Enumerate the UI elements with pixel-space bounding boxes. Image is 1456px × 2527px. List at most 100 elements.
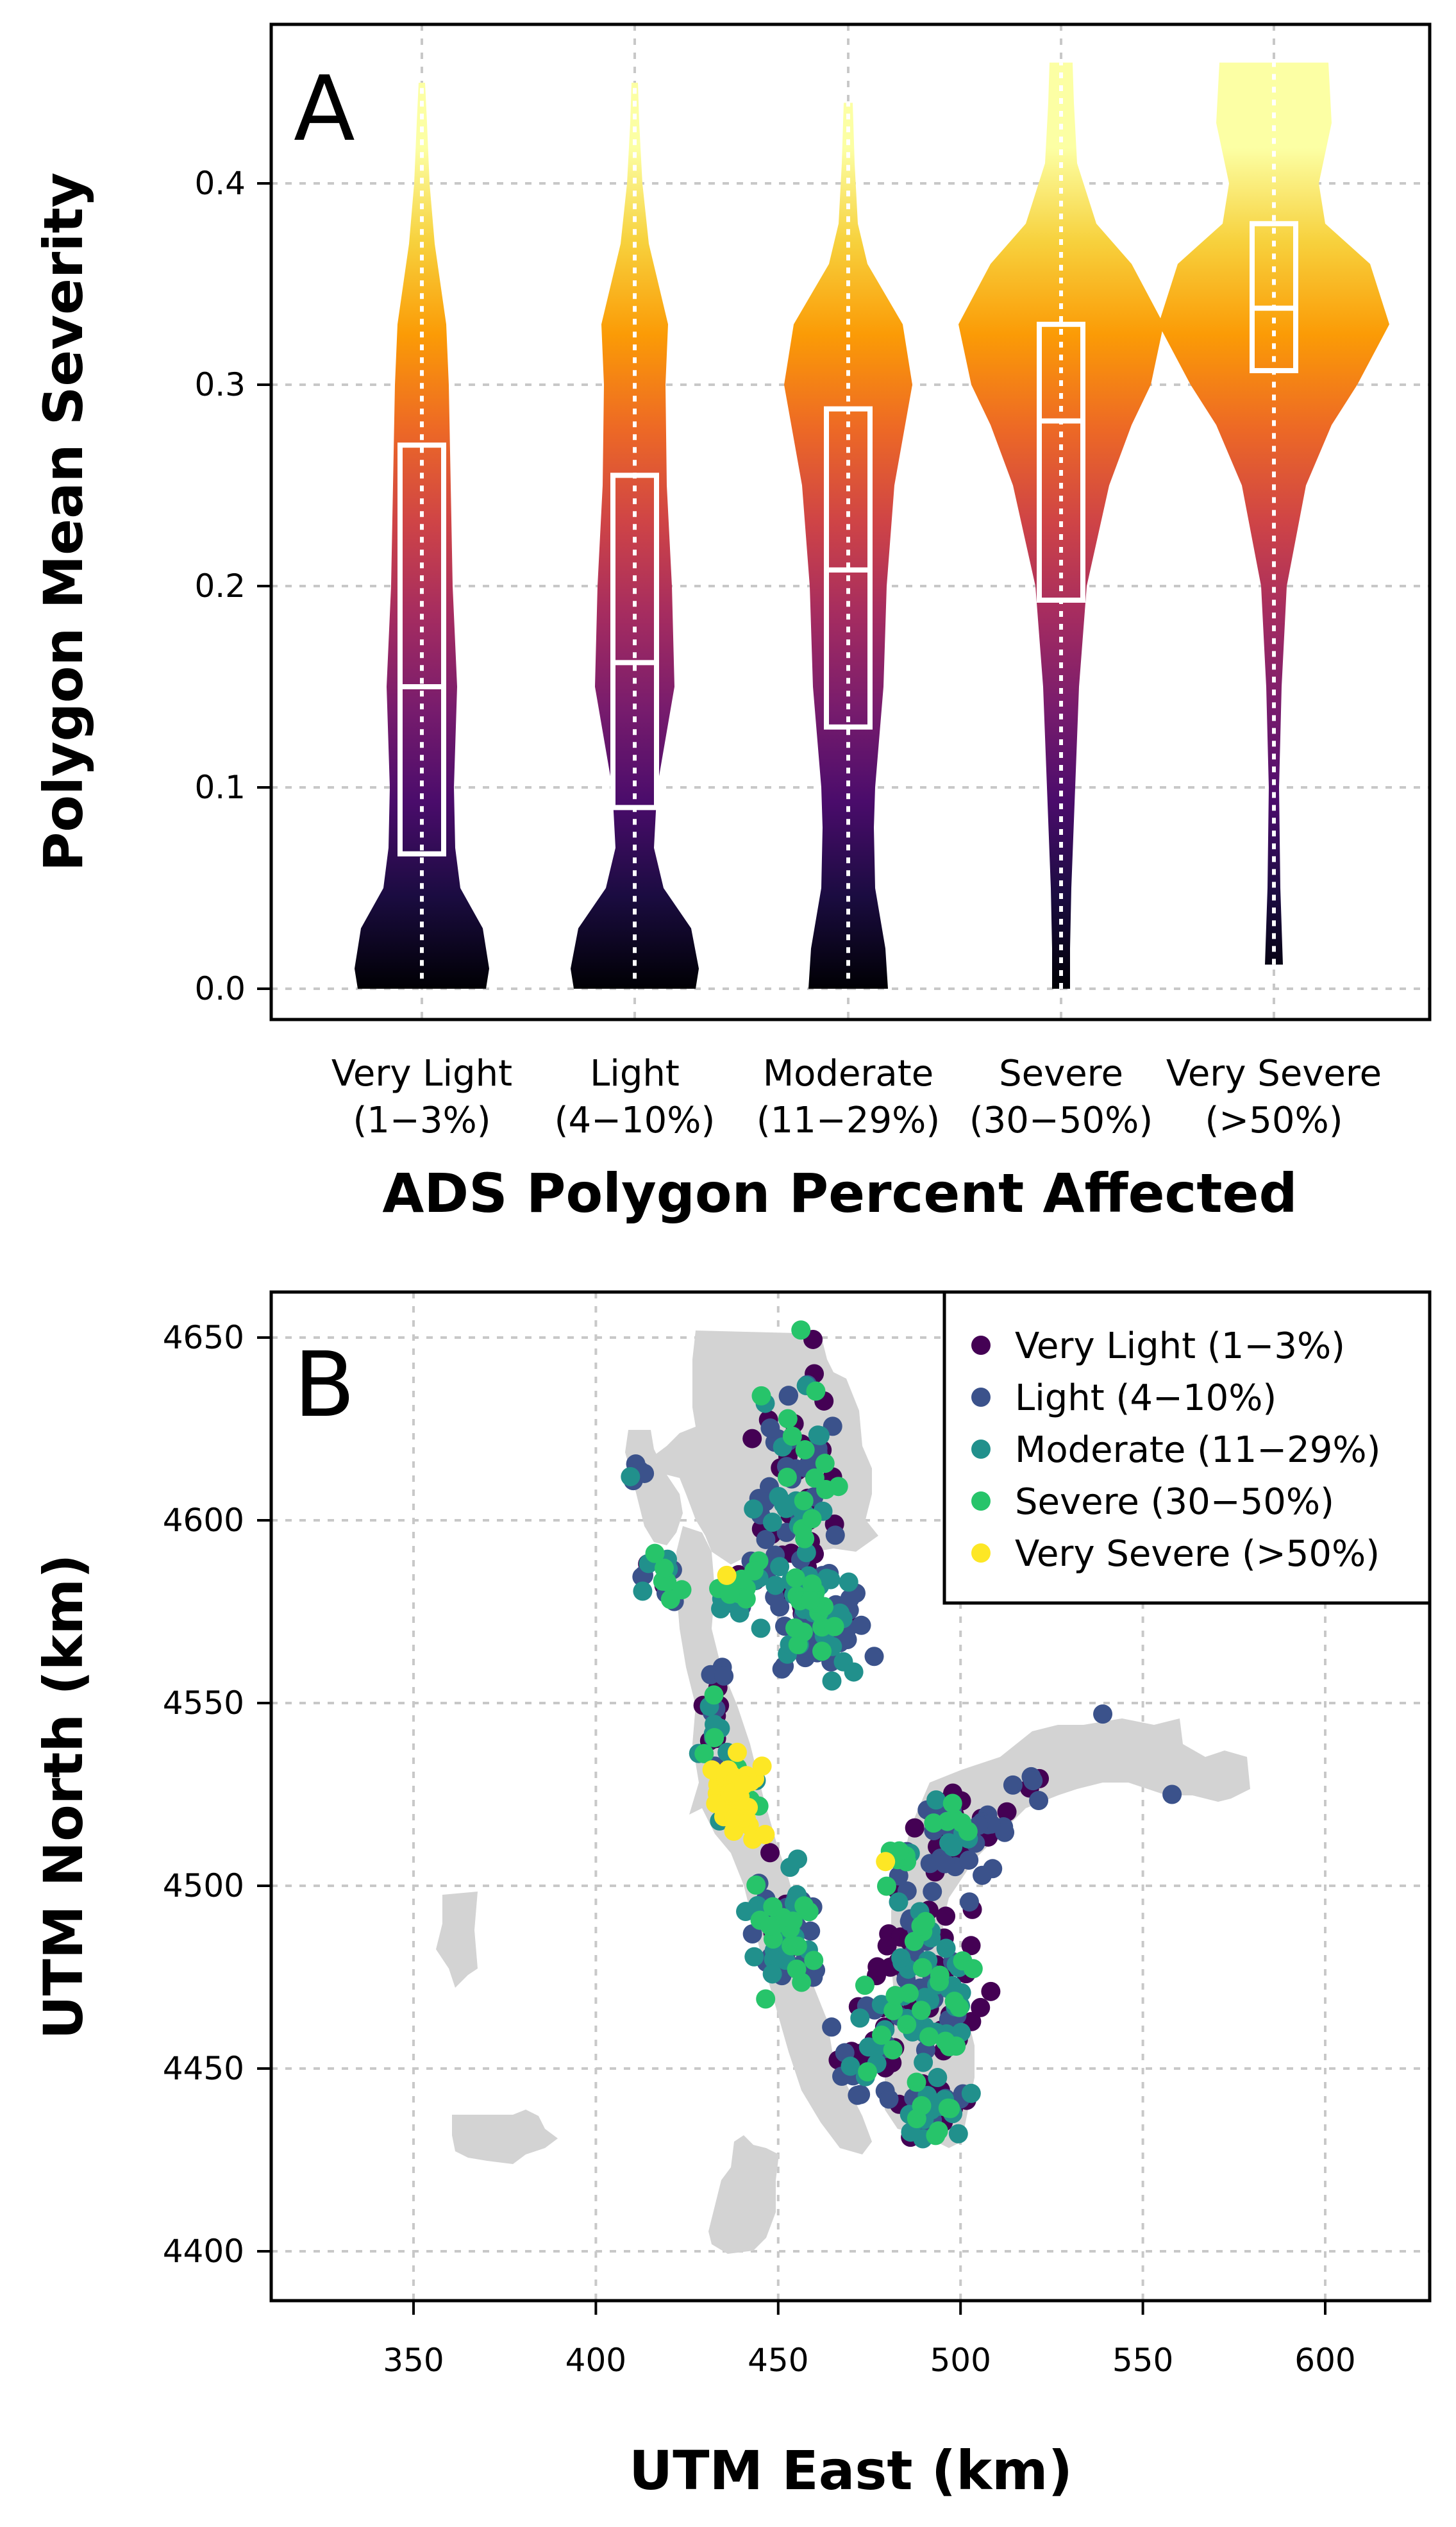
scatter-point — [711, 1599, 731, 1618]
legend-label: Moderate (11−29%) — [1015, 1429, 1380, 1471]
panel-a-y-tick-label: 0.2 — [194, 567, 246, 605]
scatter-point — [943, 1837, 963, 1857]
scatter-point — [705, 1715, 724, 1734]
scatter-point — [828, 1477, 848, 1497]
panel-b-y-axis-title: UTM North (km) — [32, 1554, 95, 2039]
scatter-point — [791, 1320, 811, 1340]
panel-a-label: A — [294, 57, 355, 162]
scatter-point — [645, 1543, 665, 1563]
scatter-point — [778, 1409, 798, 1429]
scatter-point — [981, 1981, 1001, 2001]
scatter-point — [928, 2068, 948, 2088]
category-name: Light — [590, 1053, 680, 1095]
legend-swatch — [971, 1336, 991, 1355]
scatter-point — [963, 1959, 983, 1979]
scatter-point — [802, 1574, 822, 1594]
scatter-point — [766, 1575, 785, 1595]
scatter-point — [795, 1440, 815, 1460]
scatter-point — [907, 2109, 926, 2129]
scatter-point — [742, 1429, 762, 1448]
scatter-point — [770, 1597, 790, 1617]
panel-a-violin-chart: 0.0 0.1 0.2 0.3 0.4 A Very Light (1−3%) Light (… — [32, 22, 1432, 1225]
panel-a-x-categories: Very Light (1−3%) Light (4−10%) Moderate (11−… — [331, 1053, 1382, 1141]
panel-b-frame — [269, 1290, 1432, 2303]
scatter-point — [905, 1818, 925, 1838]
panel-a-y-tick-label: 0.4 — [194, 165, 246, 202]
scatter-point — [912, 1958, 932, 1977]
legend-label: Very Severe (>50%) — [1015, 1533, 1380, 1575]
legend-swatch — [971, 1388, 991, 1407]
scatter-point — [948, 2124, 968, 2144]
legend-box — [942, 1290, 1432, 1605]
scatter-point — [889, 1841, 909, 1861]
scatter-point — [883, 2001, 903, 2020]
panel-b-y-tick-label: 4650 — [163, 1319, 244, 1356]
panel-b-y-tick-label: 4450 — [163, 2050, 244, 2087]
scatter-point — [876, 1876, 896, 1896]
legend-label: Light (4−10%) — [1015, 1377, 1276, 1419]
panel-a-x-axis-title: ADS Polygon Percent Affected — [382, 1162, 1297, 1225]
violin-2 — [571, 83, 699, 989]
scatter-point — [746, 1875, 766, 1895]
scatter-point — [840, 1589, 860, 1609]
scatter-point — [928, 2121, 948, 2141]
category-name: Severe — [999, 1053, 1123, 1095]
scatter-point — [997, 1802, 1017, 1822]
scatter-point — [815, 1454, 835, 1473]
scatter-point — [926, 1790, 946, 1810]
scatter-point — [744, 1947, 764, 1967]
scatter-point — [936, 1906, 956, 1926]
box-2 — [610, 473, 659, 810]
scatter-point — [959, 1850, 979, 1870]
scatter-point — [822, 1671, 842, 1691]
scatter-point — [796, 1543, 816, 1563]
category-name: Very Severe — [1166, 1053, 1382, 1095]
scatter-point — [961, 2083, 981, 2103]
scatter-point — [1003, 1775, 1023, 1795]
scatter-point — [751, 1618, 771, 1638]
scatter-point — [864, 1647, 884, 1666]
panel-b-y-tick-label: 4500 — [163, 1867, 244, 1904]
panel-a-violins — [355, 62, 1389, 989]
panel-a-y-tick-label: 0.3 — [194, 366, 246, 403]
scatter-point — [916, 1911, 935, 1931]
box-5 — [1250, 221, 1298, 374]
scatter-point — [971, 1997, 991, 2017]
scatter-point — [858, 2037, 878, 2057]
scatter-point — [782, 1426, 802, 1446]
panel-b-y-tick-label: 4600 — [163, 1502, 244, 1539]
scatter-point — [802, 1509, 822, 1529]
scatter-point — [841, 2056, 860, 2076]
scatter-point — [760, 1418, 780, 1438]
scatter-point — [877, 1936, 897, 1956]
scatter-point — [839, 1572, 858, 1592]
category-name: Moderate — [763, 1053, 933, 1095]
scatter-point — [777, 1467, 797, 1487]
panel-b-scatter-points — [621, 1320, 1182, 2149]
scatter-point — [1023, 1771, 1043, 1791]
panel-a-y-ticks: 0.0 0.1 0.2 0.3 0.4 — [194, 165, 271, 1007]
scatter-point — [788, 1849, 808, 1869]
scatter-point — [883, 2040, 903, 2060]
scatter-point — [824, 1616, 844, 1636]
category-range: (30−50%) — [969, 1100, 1153, 1141]
category-range: (11−29%) — [757, 1100, 940, 1141]
study-area-west-patch — [436, 1892, 478, 1988]
scatter-point — [706, 1793, 726, 1813]
scatter-point — [744, 1561, 764, 1581]
scatter-point — [822, 2017, 842, 2037]
legend-swatch — [971, 1440, 991, 1459]
scatter-point — [762, 1964, 782, 1984]
scatter-point — [876, 1852, 896, 1872]
panel-a-y-axis-title: Polygon Mean Severity — [32, 172, 95, 871]
scatter-point — [885, 1986, 905, 2006]
scatter-point — [812, 1641, 832, 1661]
panel-b-y-tick-label: 4400 — [163, 2233, 244, 2270]
scatter-point — [633, 1581, 653, 1601]
scatter-point — [848, 2085, 867, 2105]
scatter-point — [959, 1892, 979, 1912]
scatter-point — [794, 1896, 814, 1916]
panel-b-x-tick-label: 500 — [930, 2342, 991, 2379]
scatter-point — [785, 1618, 805, 1638]
scatter-point — [855, 1976, 874, 1995]
